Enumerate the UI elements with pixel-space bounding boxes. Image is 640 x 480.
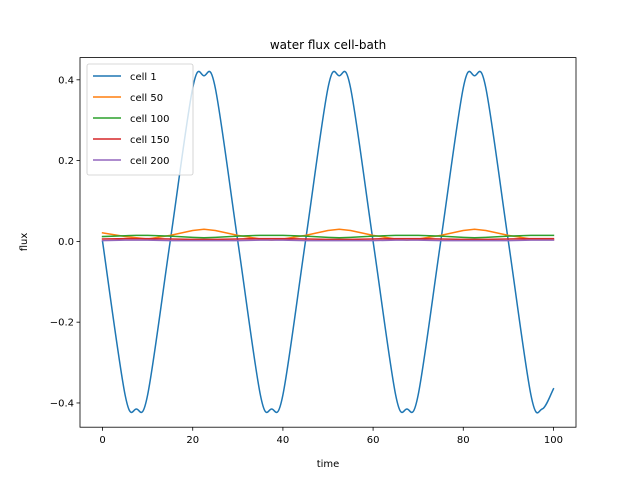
series-line-cell-150 xyxy=(101,237,555,241)
legend-label: cell 150 xyxy=(130,135,169,146)
series-line-cell-100 xyxy=(101,234,555,239)
y-tick-label: 0.2 xyxy=(58,156,74,167)
x-tick-label: 20 xyxy=(186,435,199,446)
x-axis: 0 20 40 60 80 100 xyxy=(99,427,563,446)
legend-label: cell 50 xyxy=(130,93,163,104)
y-tick-label: −0.4 xyxy=(50,398,74,409)
series-line-cell-1 xyxy=(101,70,555,414)
chart-title: water flux cell-bath xyxy=(270,38,386,52)
legend-label: cell 100 xyxy=(130,114,169,125)
series-group xyxy=(101,70,555,414)
plot-frame xyxy=(79,57,577,428)
legend-frame xyxy=(86,63,194,176)
x-axis-label: time xyxy=(317,459,340,470)
x-tick-label: 60 xyxy=(367,435,380,446)
legend: cell 1 cell 50 cell 100 cell 150 cell 200 xyxy=(86,63,194,176)
y-axis-label: flux xyxy=(19,233,30,252)
x-tick-label: 40 xyxy=(277,435,290,446)
y-tick-label: 0.0 xyxy=(58,237,74,248)
legend-label: cell 200 xyxy=(130,156,169,167)
y-axis: −0.4 −0.2 0.0 0.2 0.4 xyxy=(50,75,80,409)
x-tick-label: 100 xyxy=(544,435,563,446)
y-tick-label: −0.2 xyxy=(50,318,74,329)
x-tick-label: 80 xyxy=(457,435,470,446)
series-line-cell-50 xyxy=(101,228,555,241)
x-tick-label: 0 xyxy=(99,435,105,446)
legend-label: cell 1 xyxy=(130,72,157,83)
y-tick-label: 0.4 xyxy=(58,75,74,86)
